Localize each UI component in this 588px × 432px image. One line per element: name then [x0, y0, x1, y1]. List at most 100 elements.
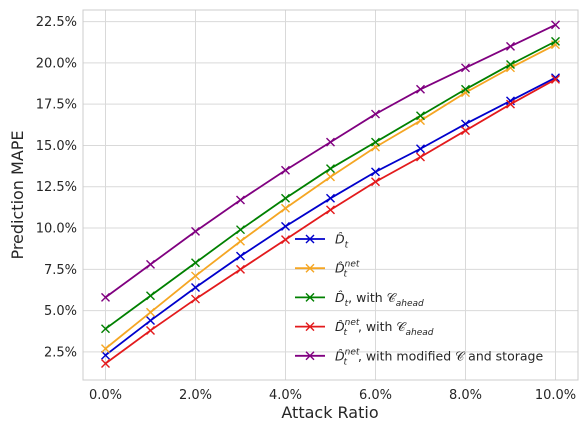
legend-label: D̂t — [335, 232, 349, 251]
legend-entry: D̂net t — [295, 260, 360, 280]
data-point — [146, 316, 155, 326]
series-2 — [101, 40, 560, 354]
y-tick-label: 10.0% — [36, 222, 77, 237]
data-point — [146, 325, 155, 335]
data-point — [101, 324, 110, 334]
legend-label-part: D̂ — [335, 290, 345, 305]
legend-entry: D̂t — [295, 232, 349, 251]
data-point — [371, 177, 380, 187]
data-point — [236, 236, 245, 246]
data-point — [506, 99, 515, 109]
data-point — [236, 251, 245, 261]
x-tick-labels: 0.0% 2.0% 4.0% 6.0% 8.0% 10.0% — [89, 388, 576, 403]
data-point — [416, 144, 425, 154]
legend-entry: D̂net t , with 𝒞ahead — [295, 318, 434, 338]
legend-label-part: D̂ — [335, 348, 345, 363]
legend-label-part: t — [345, 241, 349, 251]
y-tick-label: 17.5% — [36, 98, 77, 113]
legend-label: D̂t, with 𝒞ahead — [335, 290, 424, 309]
data-point — [371, 137, 380, 147]
plot-frame — [82, 9, 579, 381]
legend-label-part: net — [345, 318, 360, 328]
series-4 — [101, 74, 560, 368]
data-point — [326, 205, 335, 215]
data-point — [551, 20, 560, 30]
data-point — [551, 36, 560, 46]
series-lines — [101, 20, 560, 368]
legend-label-part: t — [345, 299, 349, 309]
legend-label-part: t — [344, 328, 348, 338]
legend-label-part: , with modified 𝒞 and storage — [358, 348, 544, 363]
legend-marker — [305, 322, 315, 332]
data-point — [281, 221, 290, 231]
data-point — [461, 84, 470, 94]
legend-label-part: t — [344, 270, 348, 280]
data-point — [146, 259, 155, 269]
data-point — [281, 193, 290, 203]
data-point — [326, 137, 335, 147]
data-point — [416, 152, 425, 162]
legend-label-part: D̂ — [335, 319, 345, 334]
data-point — [326, 193, 335, 203]
data-point — [146, 291, 155, 301]
legend-entry: D̂t, with 𝒞ahead — [295, 290, 424, 309]
series-line — [104, 78, 556, 365]
data-point — [101, 292, 110, 302]
y-tick-label: 22.5% — [36, 15, 77, 30]
data-point — [461, 119, 470, 129]
legend-label-part: ahead — [406, 328, 434, 338]
series-line — [104, 24, 556, 299]
data-point — [191, 258, 200, 268]
x-tick-label: 10.0% — [535, 388, 576, 403]
y-tick-label: 12.5% — [36, 180, 77, 195]
x-tick-label: 0.0% — [89, 388, 122, 403]
data-point — [416, 111, 425, 121]
x-tick-label: 8.0% — [449, 388, 482, 403]
legend-label-part: D̂ — [335, 261, 345, 276]
data-point — [461, 63, 470, 73]
data-point — [146, 307, 155, 317]
data-point — [236, 195, 245, 205]
data-point — [371, 109, 380, 119]
data-point — [551, 74, 560, 84]
series-line — [104, 40, 556, 330]
legend-label: D̂net t — [335, 260, 360, 280]
data-point — [236, 264, 245, 274]
y-tick-label: 7.5% — [44, 263, 77, 278]
legend-label-part: net — [345, 260, 360, 270]
x-tick-label: 4.0% — [269, 388, 302, 403]
data-point — [281, 203, 290, 213]
x-tick-label: 6.0% — [359, 388, 392, 403]
legend-marker — [305, 234, 315, 244]
data-point — [416, 84, 425, 94]
legend-entry: D̂net t , with modified 𝒞 and storage — [295, 347, 543, 367]
grid-lines — [83, 10, 578, 380]
series-1 — [101, 73, 560, 360]
data-point — [236, 225, 245, 235]
series-5 — [101, 20, 560, 302]
data-point — [101, 358, 110, 368]
legend-label-part: ahead — [396, 299, 424, 309]
legend-marker — [305, 292, 315, 302]
data-point — [191, 283, 200, 292]
legend-label: D̂net t , with 𝒞ahead — [335, 318, 434, 338]
y-tick-label: 15.0% — [36, 139, 77, 154]
legend-label-part: net — [345, 347, 360, 357]
series-line — [104, 76, 556, 356]
legend-label-part: , with 𝒞 — [358, 319, 407, 334]
x-axis-label: Attack Ratio — [281, 403, 378, 422]
y-tick-labels: 2.5% 5.0% 7.5% 10.0% 12.5% 15.0% 17.5% 20.0% 22.… — [36, 15, 77, 360]
legend-marker — [305, 351, 315, 361]
y-tick-label: 20.0% — [36, 56, 77, 71]
data-point — [191, 226, 200, 236]
data-point — [326, 164, 335, 174]
legend-label-part: t — [344, 357, 348, 367]
data-point — [281, 235, 290, 245]
data-point — [281, 165, 290, 175]
data-point — [371, 167, 380, 177]
y-tick-label: 5.0% — [44, 304, 77, 319]
series-3 — [101, 36, 560, 334]
data-point — [326, 172, 335, 182]
